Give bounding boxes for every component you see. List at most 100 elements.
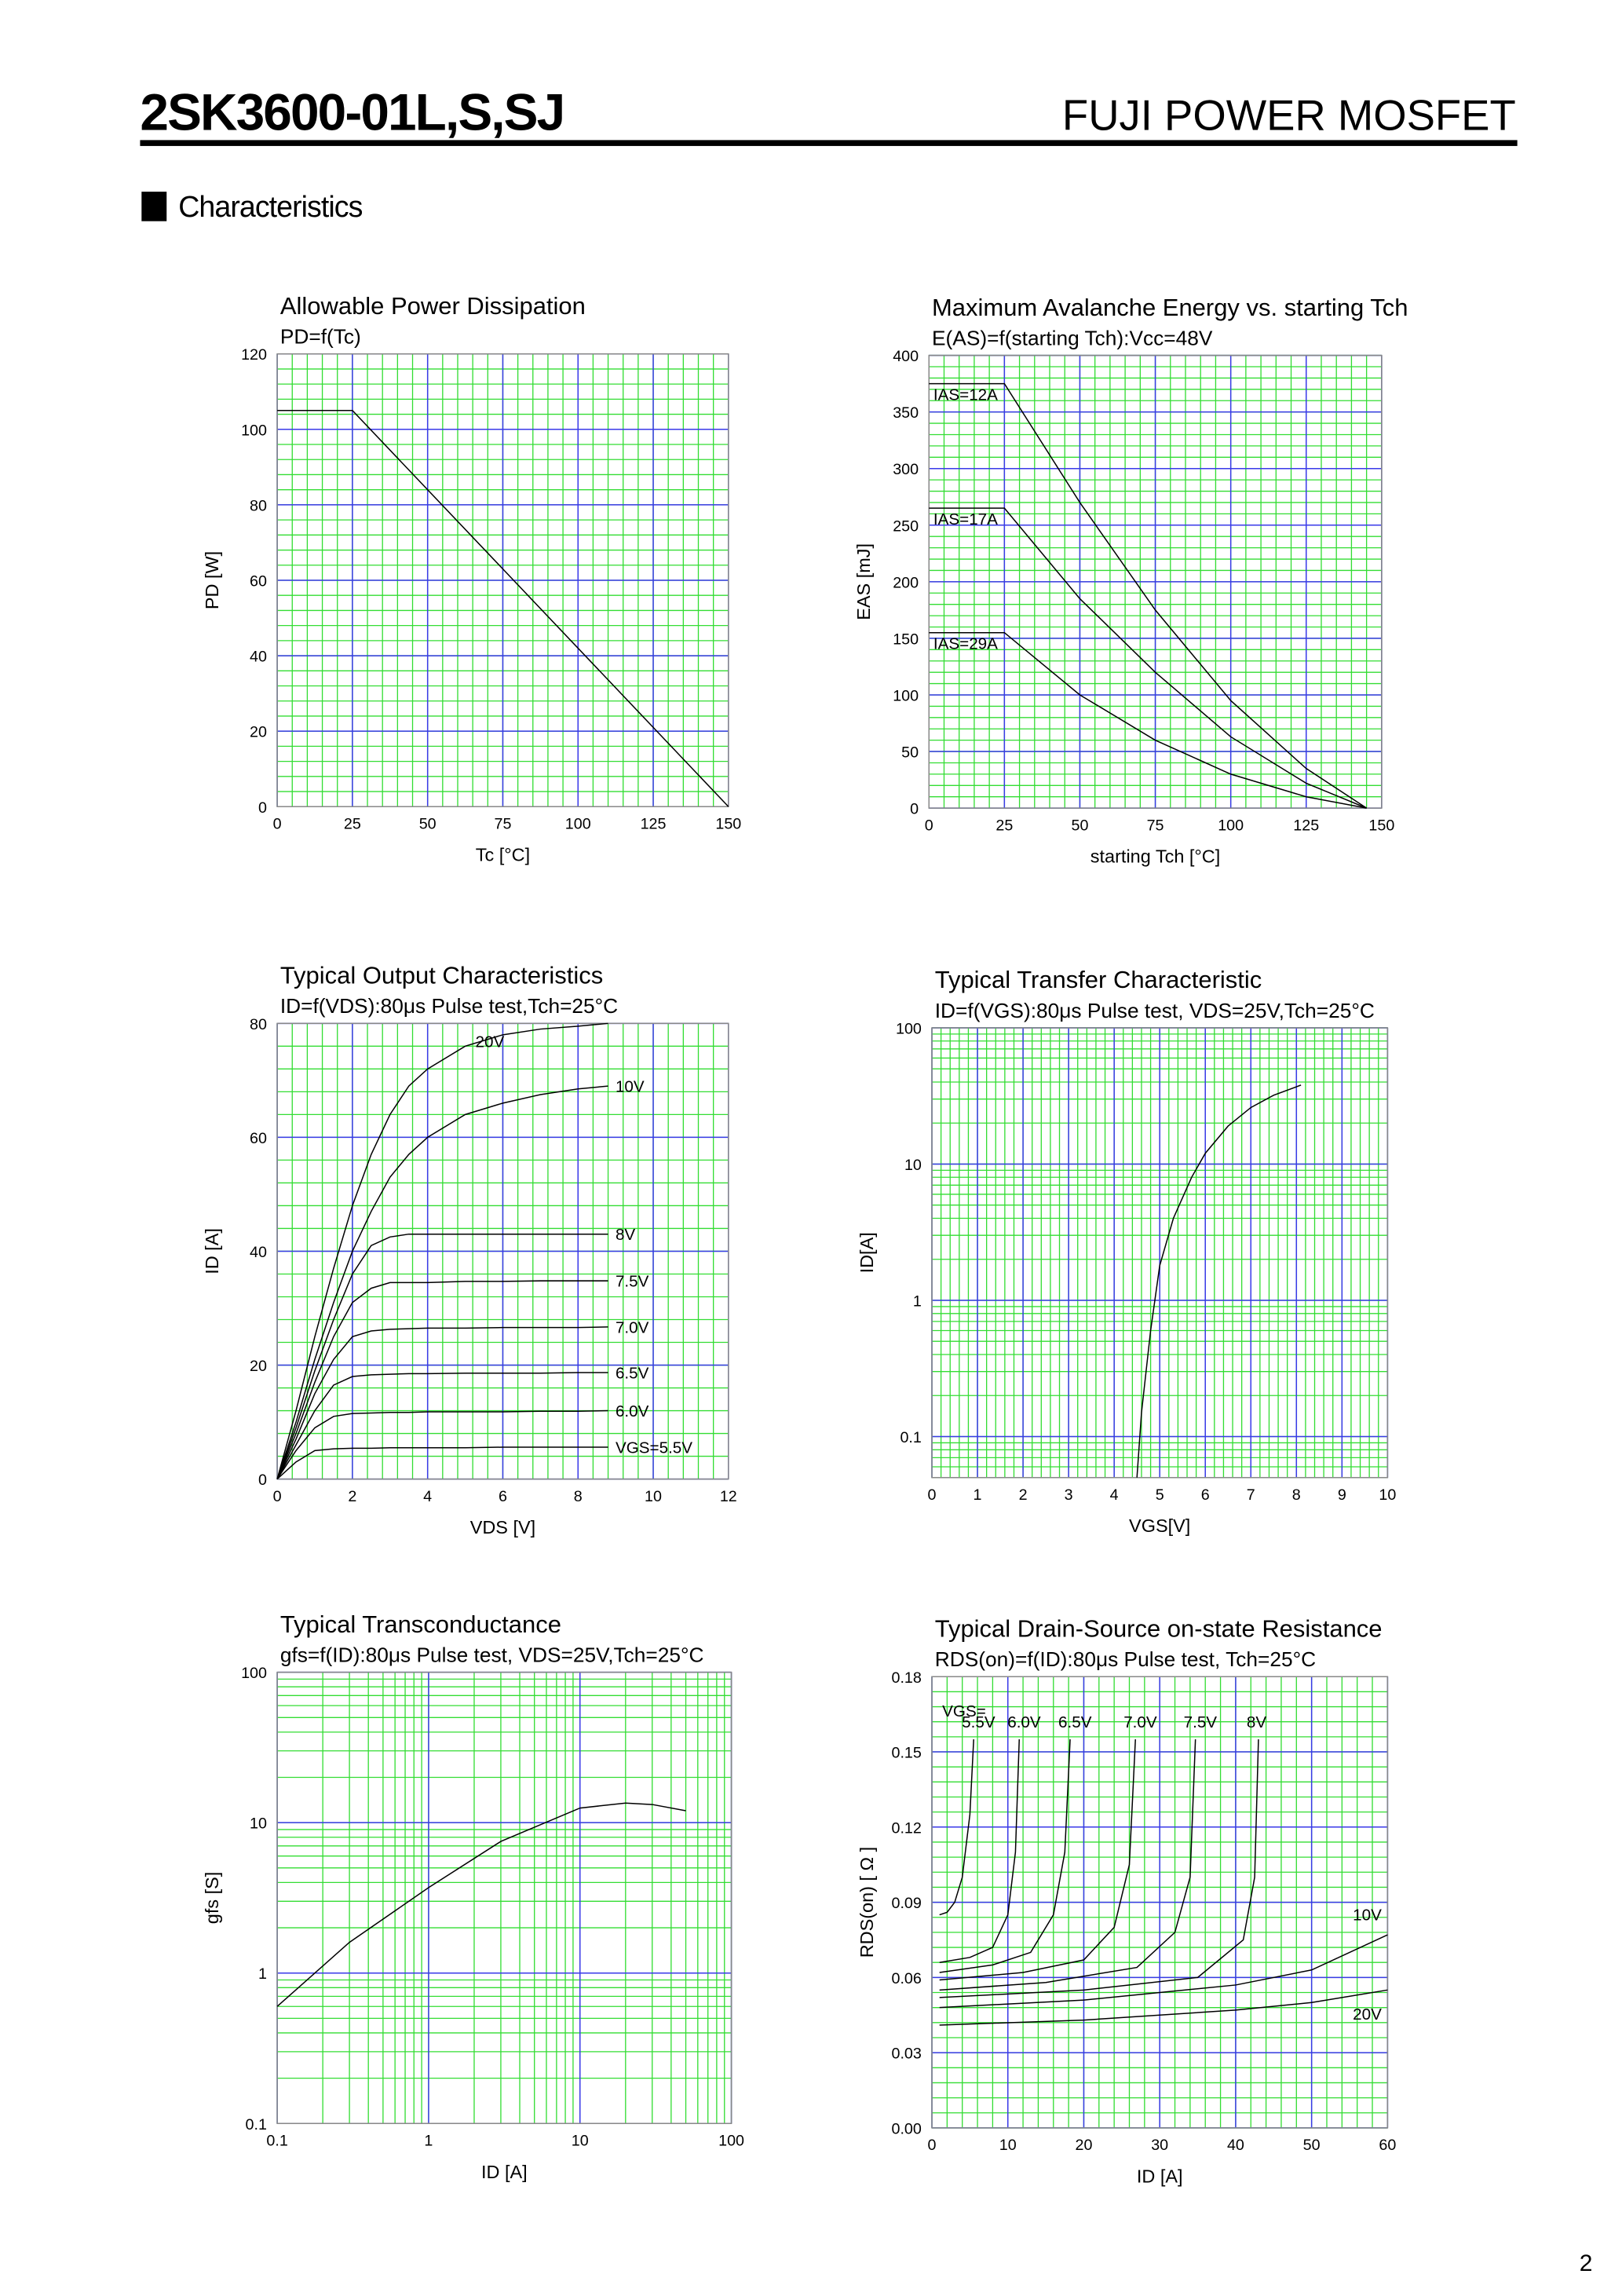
x-tick-label: 9	[1338, 1486, 1346, 1504]
y-tick-label: 1	[913, 1292, 922, 1310]
curve	[939, 1739, 974, 1916]
chart-subtitle: ID=f(VGS):80μs Pulse test, VDS=25V,Tch=2…	[935, 999, 1375, 1022]
curve	[939, 1739, 1136, 1981]
x-tick-label: 125	[1293, 817, 1319, 834]
curve	[276, 1280, 608, 1479]
x-axis-label: starting Tch [°C]	[1090, 846, 1220, 867]
curve	[939, 1739, 1021, 1963]
y-tick-label: 300	[893, 461, 919, 478]
y-tick-label: 0.1	[246, 2116, 267, 2133]
series-label: 10V	[616, 1078, 645, 1096]
curve	[276, 1085, 608, 1479]
part-number: 2SK3600-01L,S,SJ	[140, 82, 564, 141]
curve	[939, 1989, 1388, 2026]
x-tick-label: 25	[995, 817, 1013, 834]
series-label: 20V	[476, 1033, 505, 1051]
y-tick-label: 100	[893, 688, 919, 705]
curve	[929, 507, 1367, 809]
chart-subtitle: RDS(on)=f(ID):80μs Pulse test, Tch=25°C	[935, 1647, 1316, 1671]
x-tick-label: 10	[1379, 1486, 1396, 1504]
x-tick-label: 10	[999, 2137, 1017, 2154]
x-tick-label: 1	[424, 2132, 433, 2149]
x-tick-label: 60	[1379, 2137, 1396, 2154]
section-marker	[141, 192, 167, 221]
curve	[276, 1372, 608, 1479]
plot-frame	[276, 1671, 732, 2125]
y-tick-label: 50	[901, 744, 919, 762]
chart-title: Typical Output Characteristics	[280, 962, 603, 989]
x-tick-label: 4	[423, 1488, 432, 1505]
chart-title: Maximum Avalanche Energy vs. starting Tc…	[932, 294, 1408, 321]
x-tick-label: 75	[1147, 817, 1164, 834]
plot-frame	[276, 353, 729, 808]
series-label: IAS=17A	[933, 510, 998, 528]
y-axis-label: PD [W]	[202, 551, 222, 609]
chart-title: Typical Transconductance	[280, 1610, 561, 1638]
x-tick-label: 50	[1071, 817, 1088, 834]
curve	[276, 1446, 608, 1480]
x-tick-label: 100	[718, 2132, 744, 2149]
chart-subtitle: gfs=f(ID):80μs Pulse test, VDS=25V,Tch=2…	[280, 1643, 704, 1666]
x-tick-label: 150	[1368, 817, 1394, 834]
x-tick-label: 2	[1019, 1486, 1028, 1504]
y-tick-label: 0	[910, 801, 919, 818]
y-tick-label: 0.15	[892, 1745, 922, 1762]
y-tick-label: 0.12	[892, 1819, 922, 1837]
y-tick-label: 0	[258, 799, 267, 817]
x-tick-label: 1	[974, 1486, 982, 1504]
y-tick-label: 20	[250, 1358, 267, 1375]
x-tick-label: 4	[1110, 1486, 1119, 1504]
plot-frame	[928, 354, 1383, 809]
series-label: 20V	[1353, 2005, 1382, 2024]
section-title: Characteristics	[178, 190, 362, 223]
x-tick-label: 100	[565, 815, 591, 832]
x-tick-label: 10	[645, 1488, 662, 1505]
y-tick-label: 40	[250, 649, 267, 666]
x-tick-label: 2	[348, 1488, 356, 1505]
curve	[939, 1739, 1196, 1991]
curve	[276, 1233, 608, 1479]
curve	[929, 382, 1368, 809]
x-tick-label: 7	[1247, 1486, 1255, 1504]
series-label: IAS=12A	[933, 386, 998, 404]
curve	[276, 1802, 686, 2007]
y-tick-label: 80	[250, 497, 267, 514]
y-tick-label: 200	[893, 574, 919, 591]
page-number: 2	[1580, 2250, 1593, 2276]
y-tick-label: 250	[893, 517, 919, 535]
annotation: VGS=	[942, 1702, 986, 1720]
y-axis-label: ID [A]	[202, 1228, 222, 1274]
brand: FUJI POWER MOSFET	[1062, 91, 1516, 139]
y-tick-label: 10	[904, 1157, 922, 1174]
x-tick-label: 0	[273, 1488, 282, 1505]
series-label: 6.0V	[1007, 1713, 1041, 1731]
x-tick-label: 5	[1156, 1486, 1164, 1504]
y-axis-label: RDS(on) [ Ω ]	[857, 1847, 877, 1958]
series-label: 7.5V	[616, 1273, 649, 1291]
curve	[939, 1739, 1071, 1973]
series-label: 6.0V	[616, 1402, 649, 1420]
x-tick-label: 0	[925, 817, 933, 834]
x-tick-label: 20	[1076, 2137, 1093, 2154]
y-tick-label: 60	[250, 1130, 267, 1147]
x-tick-label: 0	[928, 2137, 937, 2154]
y-tick-label: 20	[250, 724, 267, 741]
y-tick-label: 0.1	[900, 1429, 921, 1446]
chart-title: Typical Transfer Characteristic	[935, 966, 1262, 993]
y-tick-label: 0.18	[892, 1669, 922, 1687]
chart-title: Typical Drain-Source on-state Resistance	[935, 1615, 1383, 1643]
curve	[276, 1409, 608, 1480]
curve	[939, 1934, 1388, 2009]
chart-subtitle: E(AS)=f(starting Tch):Vcc=48V	[932, 326, 1213, 349]
x-tick-label: 0	[273, 815, 282, 832]
x-tick-label: 125	[641, 815, 667, 832]
x-tick-label: 50	[419, 815, 437, 832]
x-tick-label: 25	[344, 815, 361, 832]
plot-frame	[931, 1676, 1389, 2129]
y-tick-label: 100	[241, 422, 267, 439]
x-axis-label: ID [A]	[1137, 2166, 1183, 2186]
x-tick-label: 8	[574, 1488, 583, 1505]
series-label: 8V	[616, 1226, 635, 1244]
x-tick-label: 3	[1065, 1486, 1073, 1504]
